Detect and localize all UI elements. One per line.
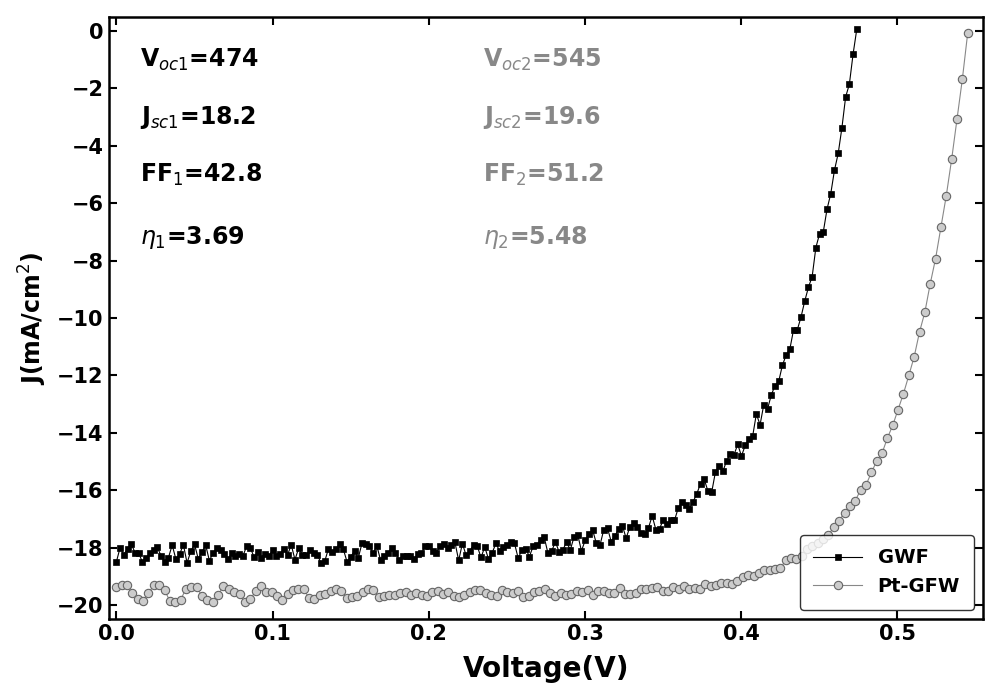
GWF: [140, 554, 152, 562]
Pt-GFW: [812, 539, 824, 547]
GWF: [791, 326, 803, 334]
Pt-GFW: [357, 588, 369, 596]
GWF: [155, 552, 167, 560]
GWF: [817, 228, 829, 236]
GWF: [110, 558, 122, 566]
Pt-GFW: [169, 598, 181, 607]
Text: V$_{oc1}$=474: V$_{oc1}$=474: [140, 47, 259, 73]
GWF: [248, 553, 260, 561]
Text: $\eta_2$=5.48: $\eta_2$=5.48: [483, 224, 588, 251]
Legend: GWF, Pt-GFW: GWF, Pt-GFW: [800, 535, 974, 610]
GWF: [315, 559, 327, 567]
GWF: [851, 25, 863, 34]
Pt-GFW: [110, 583, 122, 592]
Y-axis label: J(mA/cm$^2$): J(mA/cm$^2$): [17, 251, 49, 384]
Text: FF$_1$=42.8: FF$_1$=42.8: [140, 162, 262, 188]
Text: V$_{oc2}$=545: V$_{oc2}$=545: [483, 47, 602, 73]
Text: J$_{sc2}$=19.6: J$_{sc2}$=19.6: [483, 104, 602, 131]
Pt-GFW: [587, 591, 599, 599]
Line: Pt-GFW: Pt-GFW: [112, 29, 972, 607]
Text: FF$_2$=51.2: FF$_2$=51.2: [483, 162, 604, 188]
Text: $\eta_1$=3.69: $\eta_1$=3.69: [140, 224, 245, 251]
Pt-GFW: [924, 279, 936, 288]
Pt-GFW: [287, 586, 299, 594]
Pt-GFW: [962, 29, 974, 37]
X-axis label: Voltage(V): Voltage(V): [463, 655, 629, 683]
Text: J$_{sc1}$=18.2: J$_{sc1}$=18.2: [140, 104, 256, 131]
GWF: [308, 548, 320, 556]
Pt-GFW: [667, 582, 679, 591]
Line: GWF: GWF: [113, 26, 860, 566]
